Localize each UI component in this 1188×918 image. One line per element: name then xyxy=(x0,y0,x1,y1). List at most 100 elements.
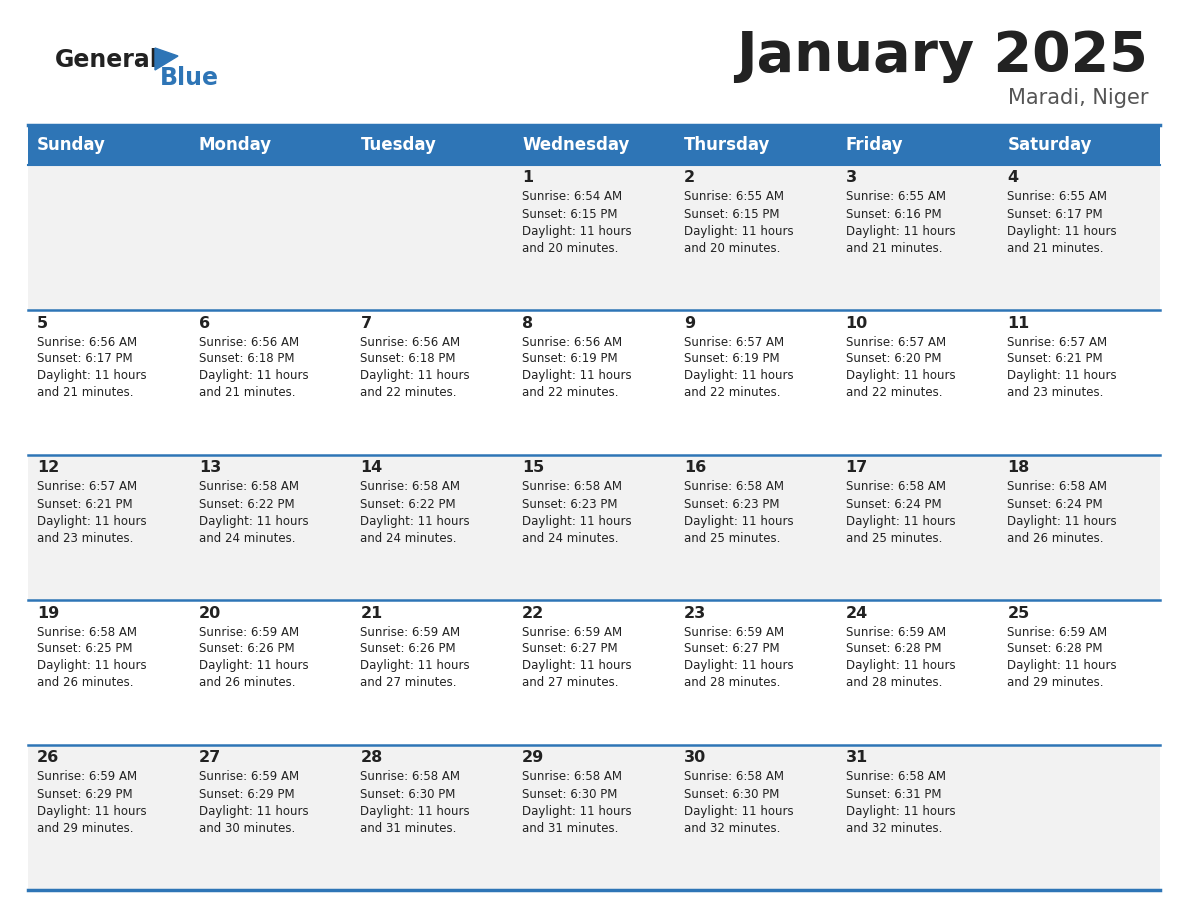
Text: Blue: Blue xyxy=(160,66,219,90)
Text: Daylight: 11 hours: Daylight: 11 hours xyxy=(198,514,309,528)
Text: Daylight: 11 hours: Daylight: 11 hours xyxy=(37,370,146,383)
Text: Daylight: 11 hours: Daylight: 11 hours xyxy=(360,514,470,528)
Text: 14: 14 xyxy=(360,461,383,476)
Text: Sunrise: 6:59 AM: Sunrise: 6:59 AM xyxy=(523,625,623,639)
Text: Sunset: 6:30 PM: Sunset: 6:30 PM xyxy=(523,788,618,800)
Text: Wednesday: Wednesday xyxy=(523,136,630,154)
Text: Sunrise: 6:58 AM: Sunrise: 6:58 AM xyxy=(37,625,137,639)
Text: Sunrise: 6:57 AM: Sunrise: 6:57 AM xyxy=(684,335,784,349)
Text: Sunrise: 6:58 AM: Sunrise: 6:58 AM xyxy=(1007,480,1107,494)
Text: and 30 minutes.: and 30 minutes. xyxy=(198,822,295,834)
Text: and 22 minutes.: and 22 minutes. xyxy=(846,386,942,399)
Text: Daylight: 11 hours: Daylight: 11 hours xyxy=(1007,225,1117,238)
Text: Sunset: 6:15 PM: Sunset: 6:15 PM xyxy=(523,207,618,220)
Text: Sunset: 6:20 PM: Sunset: 6:20 PM xyxy=(846,353,941,365)
Bar xyxy=(29,310,1159,455)
Text: and 23 minutes.: and 23 minutes. xyxy=(1007,386,1104,399)
Text: Friday: Friday xyxy=(846,136,903,154)
Text: 28: 28 xyxy=(360,751,383,766)
Text: Daylight: 11 hours: Daylight: 11 hours xyxy=(846,370,955,383)
Text: and 26 minutes.: and 26 minutes. xyxy=(37,677,133,689)
Text: Sunrise: 6:56 AM: Sunrise: 6:56 AM xyxy=(360,335,461,349)
Polygon shape xyxy=(154,48,178,70)
Text: and 25 minutes.: and 25 minutes. xyxy=(684,532,781,544)
Text: Daylight: 11 hours: Daylight: 11 hours xyxy=(523,225,632,238)
Text: Sunset: 6:15 PM: Sunset: 6:15 PM xyxy=(684,207,779,220)
Text: Sunrise: 6:56 AM: Sunrise: 6:56 AM xyxy=(37,335,137,349)
Text: Sunset: 6:26 PM: Sunset: 6:26 PM xyxy=(360,643,456,655)
Text: Daylight: 11 hours: Daylight: 11 hours xyxy=(1007,659,1117,673)
Text: Sunset: 6:24 PM: Sunset: 6:24 PM xyxy=(846,498,941,510)
Text: and 25 minutes.: and 25 minutes. xyxy=(846,532,942,544)
Text: 25: 25 xyxy=(1007,606,1030,621)
Text: 27: 27 xyxy=(198,751,221,766)
Text: Sunrise: 6:54 AM: Sunrise: 6:54 AM xyxy=(523,191,623,204)
Text: and 26 minutes.: and 26 minutes. xyxy=(1007,532,1104,544)
Text: 5: 5 xyxy=(37,316,49,330)
Text: Daylight: 11 hours: Daylight: 11 hours xyxy=(37,659,146,673)
Text: Daylight: 11 hours: Daylight: 11 hours xyxy=(684,804,794,818)
Text: 29: 29 xyxy=(523,751,544,766)
Text: 31: 31 xyxy=(846,751,867,766)
Text: and 21 minutes.: and 21 minutes. xyxy=(198,386,295,399)
Text: Tuesday: Tuesday xyxy=(360,136,436,154)
Text: 9: 9 xyxy=(684,316,695,330)
Text: and 20 minutes.: and 20 minutes. xyxy=(523,241,619,254)
Text: 22: 22 xyxy=(523,606,544,621)
Text: Sunset: 6:26 PM: Sunset: 6:26 PM xyxy=(198,643,295,655)
Text: 4: 4 xyxy=(1007,171,1018,185)
Text: Sunset: 6:23 PM: Sunset: 6:23 PM xyxy=(523,498,618,510)
Text: Sunrise: 6:58 AM: Sunrise: 6:58 AM xyxy=(523,480,623,494)
Text: Sunrise: 6:58 AM: Sunrise: 6:58 AM xyxy=(684,480,784,494)
Text: 12: 12 xyxy=(37,461,59,476)
Text: and 21 minutes.: and 21 minutes. xyxy=(846,241,942,254)
Text: Sunset: 6:27 PM: Sunset: 6:27 PM xyxy=(523,643,618,655)
Text: and 31 minutes.: and 31 minutes. xyxy=(360,822,457,834)
Text: Sunset: 6:28 PM: Sunset: 6:28 PM xyxy=(846,643,941,655)
Text: Sunrise: 6:57 AM: Sunrise: 6:57 AM xyxy=(37,480,137,494)
Text: Sunset: 6:31 PM: Sunset: 6:31 PM xyxy=(846,788,941,800)
Text: 20: 20 xyxy=(198,606,221,621)
Text: Sunrise: 6:58 AM: Sunrise: 6:58 AM xyxy=(198,480,298,494)
Text: Sunset: 6:21 PM: Sunset: 6:21 PM xyxy=(37,498,133,510)
Text: 24: 24 xyxy=(846,606,867,621)
Text: Sunset: 6:27 PM: Sunset: 6:27 PM xyxy=(684,643,779,655)
Text: and 31 minutes.: and 31 minutes. xyxy=(523,822,619,834)
Text: Sunset: 6:29 PM: Sunset: 6:29 PM xyxy=(37,788,133,800)
Text: and 22 minutes.: and 22 minutes. xyxy=(360,386,457,399)
Text: Daylight: 11 hours: Daylight: 11 hours xyxy=(360,659,470,673)
Text: 3: 3 xyxy=(846,171,857,185)
Text: Sunset: 6:17 PM: Sunset: 6:17 PM xyxy=(37,353,133,365)
Text: 15: 15 xyxy=(523,461,544,476)
Text: Monday: Monday xyxy=(198,136,272,154)
Text: Sunrise: 6:59 AM: Sunrise: 6:59 AM xyxy=(1007,625,1107,639)
Text: 1: 1 xyxy=(523,171,533,185)
Text: Daylight: 11 hours: Daylight: 11 hours xyxy=(37,804,146,818)
Text: Daylight: 11 hours: Daylight: 11 hours xyxy=(523,370,632,383)
Text: 8: 8 xyxy=(523,316,533,330)
Text: Sunset: 6:25 PM: Sunset: 6:25 PM xyxy=(37,643,133,655)
Text: Sunset: 6:30 PM: Sunset: 6:30 PM xyxy=(684,788,779,800)
Text: and 26 minutes.: and 26 minutes. xyxy=(198,677,295,689)
Text: Sunset: 6:21 PM: Sunset: 6:21 PM xyxy=(1007,353,1102,365)
Text: Sunset: 6:28 PM: Sunset: 6:28 PM xyxy=(1007,643,1102,655)
Text: and 32 minutes.: and 32 minutes. xyxy=(846,822,942,834)
Text: Sunrise: 6:59 AM: Sunrise: 6:59 AM xyxy=(37,770,137,783)
Text: January 2025: January 2025 xyxy=(737,29,1148,83)
Text: Sunday: Sunday xyxy=(37,136,106,154)
Text: Daylight: 11 hours: Daylight: 11 hours xyxy=(198,804,309,818)
Text: Sunrise: 6:59 AM: Sunrise: 6:59 AM xyxy=(198,625,299,639)
Text: 2: 2 xyxy=(684,171,695,185)
Text: Daylight: 11 hours: Daylight: 11 hours xyxy=(846,804,955,818)
Text: Daylight: 11 hours: Daylight: 11 hours xyxy=(198,370,309,383)
Text: Daylight: 11 hours: Daylight: 11 hours xyxy=(360,370,470,383)
Text: Sunrise: 6:55 AM: Sunrise: 6:55 AM xyxy=(684,191,784,204)
Text: Daylight: 11 hours: Daylight: 11 hours xyxy=(523,659,632,673)
Text: Daylight: 11 hours: Daylight: 11 hours xyxy=(846,514,955,528)
Text: 17: 17 xyxy=(846,461,867,476)
Text: Sunset: 6:24 PM: Sunset: 6:24 PM xyxy=(1007,498,1102,510)
Text: Sunrise: 6:58 AM: Sunrise: 6:58 AM xyxy=(684,770,784,783)
Text: Daylight: 11 hours: Daylight: 11 hours xyxy=(523,804,632,818)
Text: Sunset: 6:17 PM: Sunset: 6:17 PM xyxy=(1007,207,1102,220)
Text: Maradi, Niger: Maradi, Niger xyxy=(1007,88,1148,108)
